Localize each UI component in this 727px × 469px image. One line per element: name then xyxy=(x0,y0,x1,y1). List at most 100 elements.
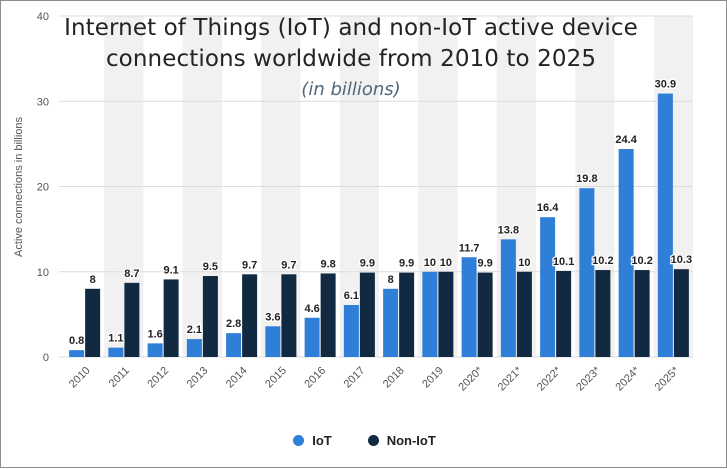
bar-iot-2012 xyxy=(147,343,163,357)
y-tick-20: 20 xyxy=(37,182,49,194)
iot-swatch-icon xyxy=(293,435,305,446)
label-noniot-2014: 9.7 xyxy=(242,259,257,271)
x-tick-2013: 2013 xyxy=(185,365,211,391)
x-tick-2016: 2016 xyxy=(302,365,328,391)
x-tick-2019: 2019 xyxy=(420,365,446,391)
label-iot-2012: 1.6 xyxy=(147,328,162,340)
bar-noniot-2017 xyxy=(359,272,375,357)
label-noniot-2019: 10 xyxy=(440,257,452,269)
bar-noniot-2020* xyxy=(477,272,493,357)
chart-title-block: Internet of Things (IoT) and non-IoT act… xyxy=(41,13,661,103)
label-noniot-2015: 9.7 xyxy=(281,259,296,271)
label-iot-2025*: 30.9 xyxy=(655,79,676,91)
bar-noniot-2022* xyxy=(556,270,572,357)
bar-noniot-2013 xyxy=(202,276,218,357)
bar-iot-2013 xyxy=(186,339,202,357)
y-tick-10: 10 xyxy=(37,267,49,279)
x-tick-2010: 2010 xyxy=(67,365,93,391)
label-noniot-2013: 9.5 xyxy=(203,261,218,273)
label-iot-2011: 1.1 xyxy=(108,333,123,345)
x-tick-2022*: 2022* xyxy=(535,364,564,393)
bar-noniot-2014 xyxy=(242,274,258,357)
label-iot-2017: 6.1 xyxy=(344,290,359,302)
bar-noniot-2016 xyxy=(320,273,336,357)
bar-noniot-2023* xyxy=(595,270,611,357)
label-iot-2019: 10 xyxy=(424,257,436,269)
label-iot-2018: 8 xyxy=(388,274,394,286)
bar-iot-2022* xyxy=(540,217,556,357)
bar-noniot-2018 xyxy=(399,272,415,357)
label-noniot-2022*: 10.1 xyxy=(553,256,574,268)
bar-noniot-2019 xyxy=(438,271,454,357)
x-tick-2012: 2012 xyxy=(145,365,171,391)
label-iot-2015: 3.6 xyxy=(265,311,280,323)
legend-item-iot[interactable]: IoT xyxy=(293,433,332,448)
label-noniot-2011: 8.7 xyxy=(124,268,139,280)
label-iot-2024*: 24.4 xyxy=(615,134,637,146)
x-tick-2021*: 2021* xyxy=(496,364,525,393)
bar-noniot-2010 xyxy=(85,288,101,357)
y-axis-label: Active connections in billions xyxy=(13,116,25,257)
bar-noniot-2024* xyxy=(634,270,650,357)
bar-iot-2023* xyxy=(579,188,595,357)
label-noniot-2012: 9.1 xyxy=(163,264,178,276)
noniot-swatch-icon xyxy=(367,435,379,446)
label-iot-2021*: 13.8 xyxy=(498,224,519,236)
bar-iot-2015 xyxy=(265,326,281,357)
bar-iot-2016 xyxy=(304,317,320,357)
legend: IoT Non-IoT xyxy=(1,433,727,448)
label-noniot-2024*: 10.2 xyxy=(631,255,652,267)
label-noniot-2017: 9.9 xyxy=(360,258,375,270)
bar-noniot-2015 xyxy=(281,274,297,357)
bar-iot-2017 xyxy=(343,304,359,357)
bar-iot-2025* xyxy=(657,93,673,357)
bars xyxy=(69,93,689,357)
x-tick-2015: 2015 xyxy=(263,365,289,391)
bar-iot-2010 xyxy=(69,350,85,357)
legend-label-noniot: Non-IoT xyxy=(386,433,436,448)
label-noniot-2010: 8 xyxy=(90,274,96,286)
bar-noniot-2012 xyxy=(163,279,179,357)
label-noniot-2021*: 10 xyxy=(518,257,530,269)
label-noniot-2023*: 10.2 xyxy=(592,255,613,267)
label-iot-2016: 4.6 xyxy=(304,303,319,315)
x-tick-2017: 2017 xyxy=(342,365,368,391)
bar-iot-2014 xyxy=(226,333,242,357)
chart-title: Internet of Things (IoT) and non-IoT act… xyxy=(64,15,638,72)
x-tick-2024*: 2024* xyxy=(613,364,642,393)
chart-subtitle: (in billions) xyxy=(301,79,401,100)
legend-item-noniot[interactable]: Non-IoT xyxy=(367,433,436,448)
bar-iot-2024* xyxy=(618,148,634,357)
label-noniot-2018: 9.9 xyxy=(399,258,414,270)
y-axis-ticks: 0 10 20 30 40 xyxy=(37,11,49,364)
bar-iot-2018 xyxy=(383,288,399,357)
label-noniot-2025*: 10.3 xyxy=(671,254,692,266)
label-iot-2023*: 19.8 xyxy=(576,173,597,185)
bar-iot-2011 xyxy=(108,347,124,357)
y-tick-40: 40 xyxy=(37,11,49,23)
bar-iot-2019 xyxy=(422,271,438,357)
bar-iot-2021* xyxy=(500,239,516,357)
legend-label-iot: IoT xyxy=(312,433,332,448)
bar-noniot-2011 xyxy=(124,282,140,357)
label-iot-2014: 2.8 xyxy=(226,318,241,330)
x-tick-2014: 2014 xyxy=(224,365,250,391)
bar-noniot-2021* xyxy=(516,271,532,357)
data-labels: 0.8 8 1.1 8.7 1.6 9.1 2.1 9.5 2.8 9.7 3.6 9.7 4.6 9.8… xyxy=(68,77,694,348)
x-tick-2011: 2011 xyxy=(107,365,132,390)
label-iot-2013: 2.1 xyxy=(187,324,202,336)
bar-noniot-2025* xyxy=(673,269,689,357)
label-iot-2010: 0.8 xyxy=(69,335,84,347)
x-tick-2025*: 2025* xyxy=(653,364,682,393)
y-tick-30: 30 xyxy=(37,96,49,108)
bar-iot-2020* xyxy=(461,257,477,357)
label-noniot-2020*: 9.9 xyxy=(477,258,492,270)
x-tick-2020*: 2020* xyxy=(456,364,485,393)
x-tick-2018: 2018 xyxy=(381,365,407,391)
label-iot-2022*: 16.4 xyxy=(537,202,559,214)
label-iot-2020*: 11.7 xyxy=(459,242,480,254)
x-axis-ticks: 2010 2011 2012 2013 2014 2015 2016 2017 2018 2019… xyxy=(67,364,682,393)
x-tick-2023*: 2023* xyxy=(574,364,603,393)
